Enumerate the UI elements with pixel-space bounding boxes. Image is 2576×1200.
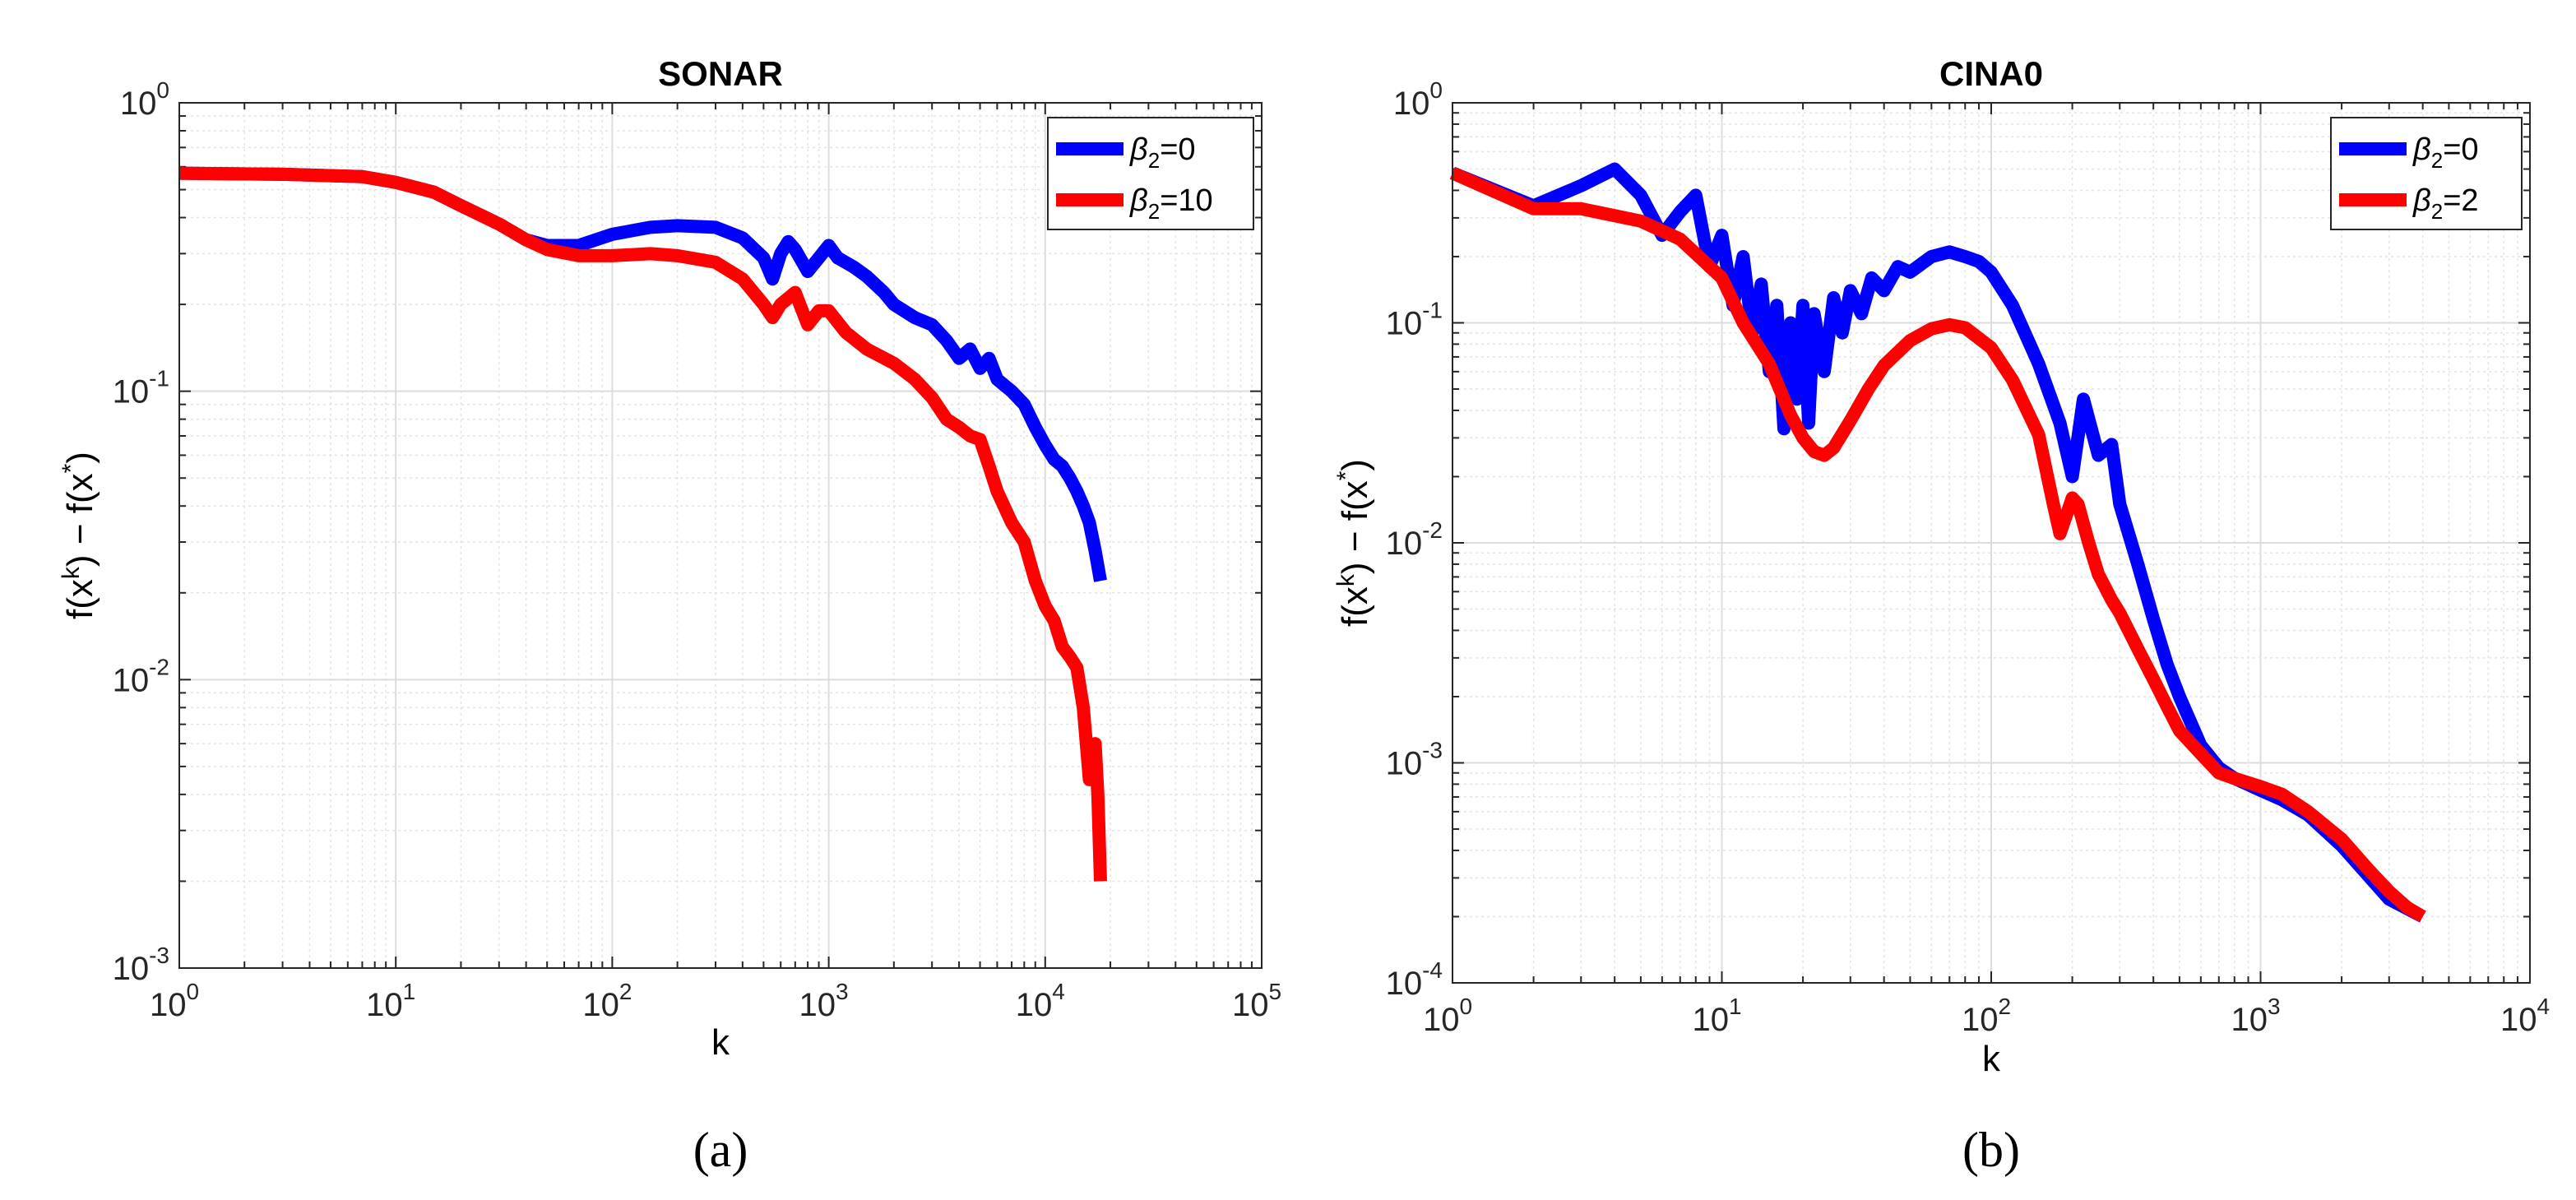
x-tick-label: 105	[1232, 979, 1281, 1023]
caption-a: (a)	[693, 1123, 748, 1177]
plot-frame	[178, 102, 1263, 969]
x-tick-label: 100	[1423, 994, 1472, 1038]
y-tick-label: 100	[120, 77, 169, 122]
y-axis-label-end: )	[1335, 459, 1375, 471]
x-tick-label: 104	[2500, 994, 2550, 1038]
series-group	[1449, 162, 2426, 923]
y-tick-label: 10-4	[1386, 957, 1443, 1002]
y-axis-label-sup-k: k	[58, 566, 85, 579]
legend: β2=0 β2=2	[2330, 117, 2523, 230]
y-tick-label: 10-2	[113, 654, 169, 698]
y-tick-label: 10-2	[1386, 517, 1443, 562]
x-axis-label: k	[1982, 1039, 2001, 1079]
x-tick-labels: 100 101 102 103 104	[1423, 994, 2550, 1038]
x-tick-labels: 100 101 102 103 104 105	[150, 979, 1281, 1023]
y-tick-label: 10-1	[1386, 298, 1443, 342]
y-tick-labels: 10-4 10-3 10-2 10-1 100	[1386, 77, 1443, 1002]
legend-label: β2=10	[1129, 183, 1213, 224]
y-tick-label: 100	[1393, 77, 1443, 122]
y-axis-label-sup-star: *	[58, 463, 85, 473]
y-tick-labels: 10-3 10-2 10-1 100	[113, 77, 169, 987]
plot-area	[179, 103, 1262, 968]
legend-label: β2=0	[2412, 132, 2479, 173]
plot-frame	[1452, 102, 2531, 984]
x-axis-label: k	[711, 1022, 730, 1063]
legend-box	[2330, 117, 2523, 230]
y-axis-label-sup-k: k	[1332, 573, 1360, 586]
y-axis-label-end: )	[60, 452, 100, 464]
y-axis-label-base: f(x	[1335, 586, 1375, 627]
y-axis-label-base: f(x	[60, 579, 100, 619]
series-group	[178, 166, 1107, 882]
chart-title: SONAR	[658, 54, 783, 93]
y-axis-label-mid: ) − f(x	[60, 473, 100, 567]
legend: β2=0 β2=10	[1047, 117, 1254, 230]
legend-box	[1047, 117, 1254, 230]
y-axis-label: f(xk) − f(x*)	[1332, 459, 1375, 627]
y-axis-label: f(xk) − f(x*)	[58, 452, 100, 619]
series-line-red	[178, 166, 1107, 882]
x-tick-label: 103	[799, 979, 849, 1023]
caption-b: (b)	[1962, 1123, 2020, 1177]
y-axis-label-sup-star: *	[1332, 470, 1360, 480]
y-tick-label: 10-1	[113, 366, 169, 410]
x-tick-label: 101	[1692, 994, 1741, 1038]
x-tick-label: 100	[150, 979, 199, 1023]
chart-cina0: 100 101 102 103 104 10-4 10-3 10-2 10-1 100 CINA…	[1332, 54, 2550, 1177]
series-line-blue	[1449, 162, 2426, 923]
series-line-red	[1449, 166, 2426, 923]
y-tick-label: 10-3	[1386, 738, 1443, 782]
y-axis-label-mid: ) − f(x	[1335, 480, 1375, 574]
x-tick-label: 102	[582, 979, 632, 1023]
x-tick-label: 103	[2231, 994, 2280, 1038]
x-tick-label: 102	[1962, 994, 2011, 1038]
grid	[178, 102, 1263, 969]
x-tick-label: 104	[1016, 979, 1065, 1023]
y-tick-label: 10-3	[113, 943, 169, 987]
chart-sonar: 100 101 102 103 104 105 10-3 10-2 10-1 100 SONAR…	[58, 54, 1281, 1177]
legend-label: β2=0	[1129, 132, 1196, 173]
x-tick-label: 101	[366, 979, 415, 1023]
legend-label: β2=2	[2412, 183, 2479, 224]
chart-title: CINA0	[1939, 54, 2043, 93]
